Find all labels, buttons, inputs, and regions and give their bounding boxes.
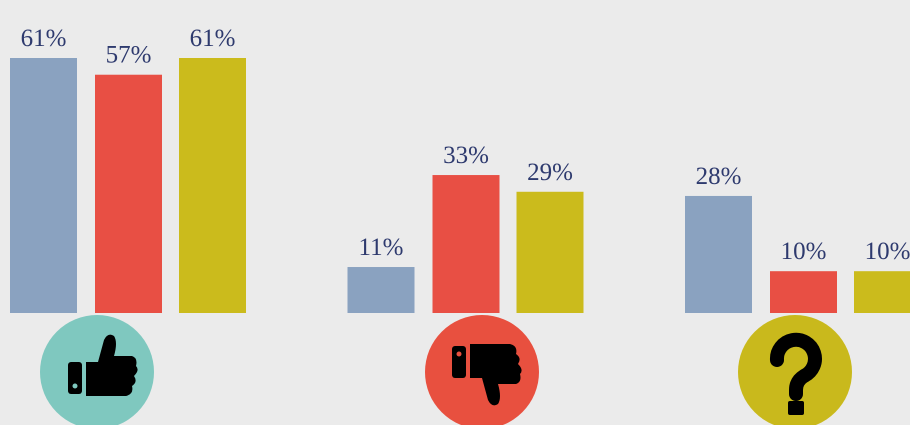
bar: [854, 271, 910, 313]
value-label: 10%: [865, 238, 910, 265]
value-label: 61%: [190, 25, 236, 52]
value-label: 33%: [443, 142, 489, 169]
bar: [347, 267, 415, 313]
icon-question: [738, 315, 852, 425]
bar: [179, 58, 246, 313]
value-label: 57%: [106, 42, 152, 69]
value-label: 61%: [21, 25, 67, 52]
icon-thumbs-down: [425, 315, 539, 425]
bar: [10, 58, 77, 313]
value-label: 11%: [359, 234, 404, 261]
bar: [95, 74, 162, 313]
bar: [516, 191, 584, 313]
icon-thumbs-up: [40, 315, 154, 425]
value-label: 10%: [781, 238, 827, 265]
value-label: 29%: [527, 159, 573, 186]
value-label: 28%: [696, 163, 742, 190]
bar: [432, 175, 500, 313]
bar: [770, 271, 837, 313]
bar: [685, 195, 752, 313]
